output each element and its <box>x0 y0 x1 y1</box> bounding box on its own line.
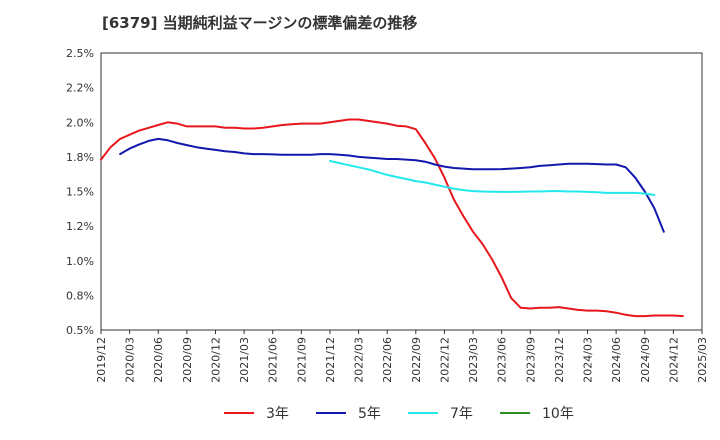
chart-title: [6379] 当期純利益マージンの標準偏差の推移 <box>102 14 418 32</box>
y-tick-label: 1.8% <box>66 151 94 164</box>
x-tick-label: 2022/06 <box>381 337 394 383</box>
series-line <box>119 137 665 233</box>
x-tick-label: 2022/12 <box>438 337 451 383</box>
x-tick-label: 2025/03 <box>696 337 709 383</box>
x-tick-label: 2024/09 <box>639 337 652 383</box>
y-tick-label: 2.5% <box>66 47 94 60</box>
y-tick-labels: 2.5% 2.2% 2.0% 1.8% 1.5% 1.2% 1.0% 0.8% 0.5% <box>66 47 94 337</box>
legend-item: 5年 <box>316 401 381 425</box>
legend-swatch <box>316 412 346 414</box>
legend-item: 10年 <box>500 401 574 425</box>
x-tick-label: 2024/06 <box>610 337 623 383</box>
x-tick-label: 2023/09 <box>524 337 537 383</box>
legend-item: 3年 <box>224 401 289 425</box>
x-tick-label: 2023/12 <box>553 337 566 383</box>
x-tick-label: 2021/09 <box>295 337 308 383</box>
x-tick-label: 2020/09 <box>181 337 194 383</box>
legend-swatch <box>500 412 530 414</box>
y-tick-label: 2.0% <box>66 116 94 129</box>
plot-frame <box>100 52 703 331</box>
y-tick-label: 2.2% <box>66 82 94 95</box>
x-tick-label: 2021/06 <box>267 337 280 383</box>
legend-label: 10年 <box>542 406 574 422</box>
y-tick-label: 1.5% <box>66 186 94 199</box>
legend-swatch <box>408 412 438 414</box>
legend-label: 3年 <box>266 406 289 422</box>
x-tick-label: 2020/06 <box>152 337 165 383</box>
x-tick-label: 2022/03 <box>353 337 366 383</box>
y-tick-label: 1.0% <box>66 255 94 268</box>
legend-label: 7年 <box>450 406 473 422</box>
y-tick-label: 0.5% <box>66 324 94 337</box>
x-tick-label: 2024/12 <box>667 337 680 383</box>
x-tick-label: 2021/12 <box>324 337 337 383</box>
y-tick-label: 1.2% <box>66 220 94 233</box>
x-tick-labels: 2019/12 2020/03 2020/06 2020/09 2020/12 2021/… <box>95 337 709 383</box>
x-tick-label: 2020/03 <box>124 337 137 383</box>
legend-label: 5年 <box>358 406 381 422</box>
legend-swatch <box>224 412 254 414</box>
x-tick-label: 2023/03 <box>467 337 480 383</box>
x-tick-label: 2019/12 <box>95 337 108 383</box>
y-tick-label: 0.8% <box>66 289 94 302</box>
series-line <box>100 118 684 318</box>
x-tick-label: 2021/03 <box>238 337 251 383</box>
x-tick-label: 2024/03 <box>582 337 595 383</box>
series-line <box>329 160 656 196</box>
series-lines <box>100 118 684 318</box>
axes <box>100 52 703 334</box>
legend-item: 7年 <box>408 401 473 425</box>
x-tick-label: 2023/06 <box>496 337 509 383</box>
legend: 3年 5年 7年 10年 <box>0 401 720 425</box>
x-tick-label: 2020/12 <box>209 337 222 383</box>
x-tick-label: 2022/09 <box>410 337 423 383</box>
